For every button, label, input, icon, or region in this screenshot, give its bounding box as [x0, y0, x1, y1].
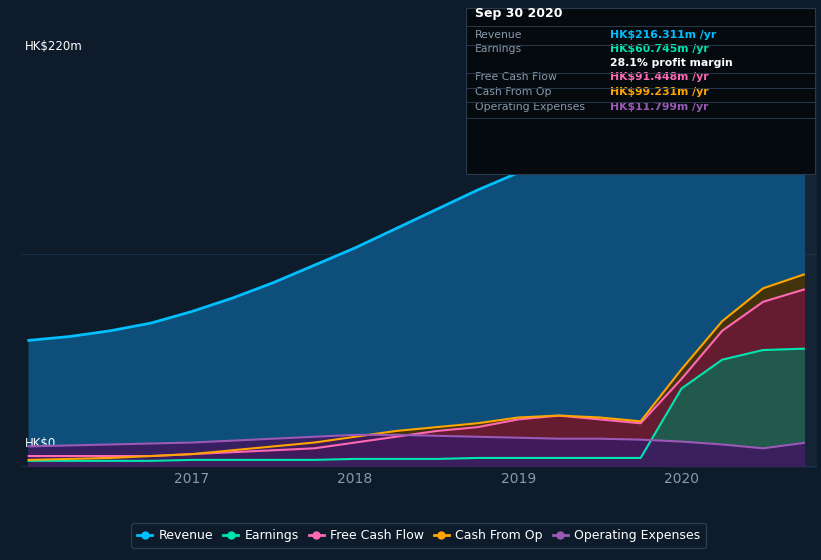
- Text: HK$99.231m /yr: HK$99.231m /yr: [610, 87, 709, 97]
- Text: 28.1% profit margin: 28.1% profit margin: [610, 58, 733, 68]
- Text: Earnings: Earnings: [475, 44, 521, 54]
- Text: Sep 30 2020: Sep 30 2020: [475, 7, 562, 20]
- Text: HK$0: HK$0: [25, 437, 56, 450]
- Text: HK$216.311m /yr: HK$216.311m /yr: [610, 30, 716, 40]
- Text: HK$91.448m /yr: HK$91.448m /yr: [610, 72, 709, 82]
- Text: HK$220m: HK$220m: [25, 40, 82, 53]
- Bar: [665, 22, 820, 468]
- Text: Free Cash Flow: Free Cash Flow: [475, 72, 557, 82]
- Legend: Revenue, Earnings, Free Cash Flow, Cash From Op, Operating Expenses: Revenue, Earnings, Free Cash Flow, Cash …: [131, 522, 706, 548]
- Text: Cash From Op: Cash From Op: [475, 87, 551, 97]
- Text: HK$60.745m /yr: HK$60.745m /yr: [610, 44, 709, 54]
- Text: Revenue: Revenue: [475, 30, 522, 40]
- Text: Operating Expenses: Operating Expenses: [475, 102, 585, 113]
- Text: HK$11.799m /yr: HK$11.799m /yr: [610, 102, 709, 113]
